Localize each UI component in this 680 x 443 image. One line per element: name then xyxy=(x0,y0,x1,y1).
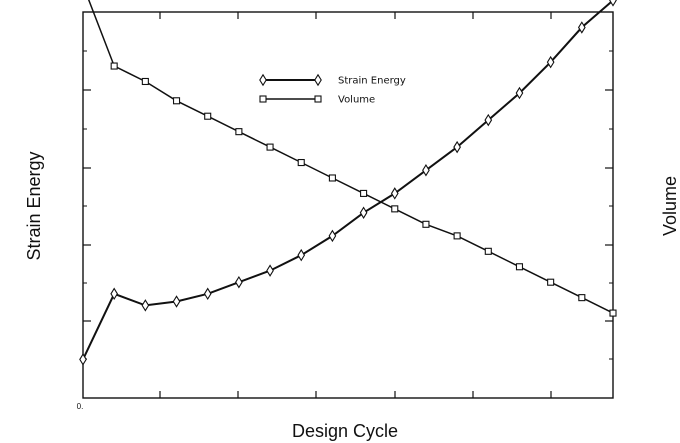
legend-marker xyxy=(259,73,267,87)
data-point xyxy=(328,229,337,243)
legend-label: Strain Energy xyxy=(338,76,406,87)
data-point xyxy=(235,128,243,136)
x-tick-label: 0. xyxy=(77,402,84,411)
data-point xyxy=(515,86,524,100)
data-point xyxy=(453,232,461,240)
data-point xyxy=(422,220,430,228)
data-point xyxy=(297,248,306,262)
legend: Strain Energy Volume xyxy=(259,73,406,106)
data-point xyxy=(110,287,119,301)
axis-ticks xyxy=(83,12,613,398)
legend-marker xyxy=(259,95,267,103)
data-point xyxy=(235,275,243,289)
data-point xyxy=(110,62,118,70)
y-axis-title-right: Volume xyxy=(660,176,680,236)
data-point xyxy=(453,140,461,154)
data-point xyxy=(546,55,555,69)
series-strain-energy xyxy=(79,0,617,366)
data-point xyxy=(422,164,430,177)
data-point xyxy=(172,295,181,308)
data-point xyxy=(360,189,368,197)
data-point xyxy=(203,287,212,301)
data-point xyxy=(266,143,274,151)
data-point xyxy=(484,113,493,127)
series-line xyxy=(82,0,614,360)
data-point xyxy=(328,174,336,182)
data-point xyxy=(577,21,586,34)
data-point xyxy=(484,247,492,255)
series-line xyxy=(87,0,614,314)
data-point xyxy=(204,112,212,120)
data-point xyxy=(266,264,274,277)
series-group xyxy=(79,0,617,366)
data-point xyxy=(609,0,617,7)
data-point xyxy=(515,263,524,271)
data-point xyxy=(609,309,617,317)
series-volume xyxy=(87,0,617,317)
x-axis-title: Design Cycle xyxy=(292,421,398,441)
legend-marker xyxy=(314,73,322,87)
data-point xyxy=(79,353,87,366)
data-point xyxy=(578,294,586,302)
y-axis-title-left: Strain Energy xyxy=(24,151,44,260)
plot-border xyxy=(82,11,614,399)
plot-frame xyxy=(82,11,614,399)
data-point xyxy=(297,158,305,167)
data-point xyxy=(391,205,399,213)
data-point xyxy=(390,187,399,200)
legend-label: Volume xyxy=(338,95,375,106)
data-point xyxy=(172,97,181,105)
data-point xyxy=(141,77,149,86)
data-point xyxy=(547,278,555,286)
data-point xyxy=(359,206,368,219)
legend-marker xyxy=(314,95,322,103)
data-point xyxy=(141,299,150,312)
